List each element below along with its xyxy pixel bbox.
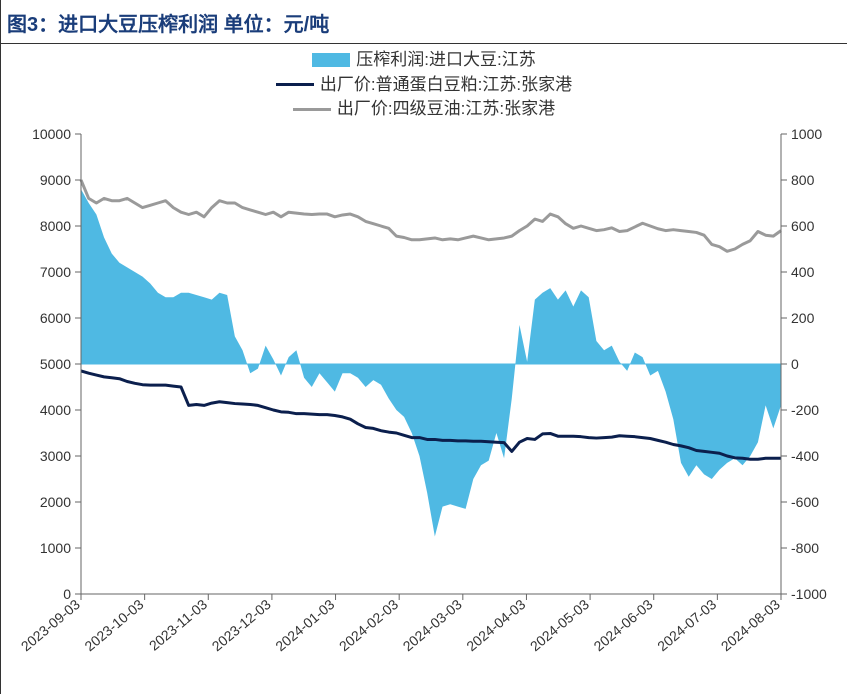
left-tick-label: 4000 (40, 402, 71, 418)
x-tick-label: 2024-07-03 (654, 596, 719, 654)
area-crush-margin (81, 189, 781, 536)
legend-line-soymeal (276, 83, 314, 86)
x-tick-label: 2024-05-03 (527, 596, 592, 654)
right-tick-label: 400 (791, 264, 815, 280)
left-tick-label: 1000 (40, 540, 71, 556)
right-tick-label: 200 (791, 310, 815, 326)
legend-label-soyoil: 出厂价:四级豆油:江苏:张家港 (337, 97, 555, 122)
left-tick-label: 9000 (40, 172, 71, 188)
chart-title: 图3：进口大豆压榨利润 单位：元/吨 (1, 0, 847, 44)
left-tick-label: 7000 (40, 264, 71, 280)
legend-label-area: 压榨利润:进口大豆:江苏 (356, 48, 535, 73)
legend-item-line2: 出厂价:四级豆油:江苏:张家港 (1, 97, 847, 122)
legend-item-line1: 出厂价:普通蛋白豆粕:江苏:张家港 (1, 73, 847, 98)
right-tick-label: 1000 (791, 126, 822, 142)
legend-item-area: 压榨利润:进口大豆:江苏 (1, 48, 847, 73)
right-tick-label: -400 (791, 448, 819, 464)
x-tick-label: 2024-06-03 (591, 596, 656, 654)
x-tick-label: 2023-10-03 (81, 596, 146, 654)
legend-line-soyoil (293, 108, 331, 111)
legend: 压榨利润:进口大豆:江苏 出厂价:普通蛋白豆粕:江苏:张家港 出厂价:四级豆油:… (1, 44, 847, 124)
right-tick-label: -600 (791, 494, 819, 510)
plot-area: 0 1000 2000 3000 4000 5000 6000 7000 8000 9000 100… (1, 124, 847, 694)
left-tick-label: 6000 (40, 310, 71, 326)
left-tick-label: 10000 (32, 126, 71, 142)
right-tick-label: -200 (791, 402, 819, 418)
x-tick-label: 2024-03-03 (400, 596, 465, 654)
right-tick-label: 600 (791, 218, 815, 234)
plot-svg: 0 1000 2000 3000 4000 5000 6000 7000 8000 9000 100… (1, 124, 847, 694)
right-tick-label: -1000 (791, 586, 827, 602)
left-tick-label: 8000 (40, 218, 71, 234)
chart-container: 图3：进口大豆压榨利润 单位：元/吨 压榨利润:进口大豆:江苏 出厂价:普通蛋白… (0, 0, 847, 694)
legend-swatch-area (312, 53, 350, 67)
line-soyoil (81, 180, 781, 251)
right-tick-label: -800 (791, 540, 819, 556)
x-tick-label: 2024-04-03 (463, 596, 528, 654)
left-tick-label: 3000 (40, 448, 71, 464)
right-tick-label: 800 (791, 172, 815, 188)
x-tick-label: 2023-11-03 (146, 596, 211, 654)
x-tick-label: 2024-08-03 (718, 596, 783, 654)
x-tick-label: 2024-02-03 (336, 596, 401, 654)
right-tick-label: 0 (791, 356, 799, 372)
x-tick-label: 2023-12-03 (209, 596, 274, 654)
left-tick-label: 5000 (40, 356, 71, 372)
x-tick-label: 2023-09-03 (18, 596, 83, 654)
legend-label-soymeal: 出厂价:普通蛋白豆粕:江苏:张家港 (320, 73, 572, 98)
left-tick-label: 2000 (40, 494, 71, 510)
x-tick-label: 2024-01-03 (272, 596, 337, 654)
